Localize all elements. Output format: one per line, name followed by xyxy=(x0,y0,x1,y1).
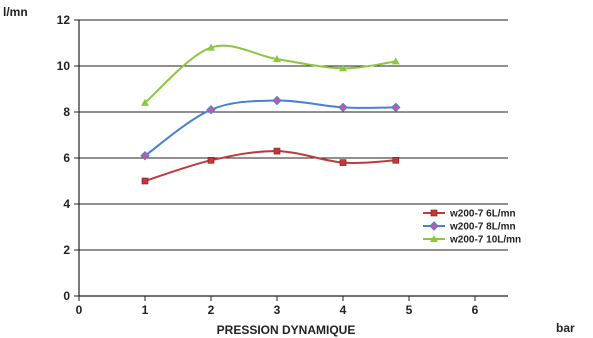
series-line-3 xyxy=(144,44,396,104)
legend-item-3: w200-7 10L/mn xyxy=(423,235,521,246)
x-tick-label-2: 2 xyxy=(208,303,215,317)
series-line-1 xyxy=(144,150,396,182)
data-point-s2-4 xyxy=(338,102,348,113)
data-point-s1-3 xyxy=(273,147,281,155)
x-tick-label-1: 1 xyxy=(142,303,149,317)
x-axis-unit: bar xyxy=(556,321,575,335)
data-point-s3-4 xyxy=(339,64,347,72)
y-tick-label-10: 10 xyxy=(57,59,71,73)
legend-label-1: w200-7 6L/mn xyxy=(449,209,516,220)
legend: w200-7 6L/mn w200-7 8L/mn w200-7 10L/mn xyxy=(423,209,521,246)
axes xyxy=(74,19,508,301)
y-tick-label-8: 8 xyxy=(63,105,70,119)
x-axis-label: PRESSION DYNAMIQUE xyxy=(217,323,356,337)
series-group xyxy=(140,43,401,185)
legend-item-1: w200-7 6L/mn xyxy=(423,209,516,220)
series-2 xyxy=(140,95,401,161)
y-tick-label-6: 6 xyxy=(63,151,70,165)
y-tick-label-12: 12 xyxy=(57,13,71,27)
series-line-2 xyxy=(144,99,396,157)
data-point-s1-2 xyxy=(207,157,215,164)
legend-label-2: w200-7 8L/mn xyxy=(449,222,516,233)
legend-marker-2 xyxy=(429,221,439,231)
data-point-s3-2 xyxy=(207,43,215,51)
data-point-s2-2 xyxy=(206,104,216,115)
x-tick-label-4: 4 xyxy=(340,303,347,317)
y-axis-label: l/mn xyxy=(3,5,28,19)
data-point-s3-1 xyxy=(141,98,149,106)
data-point-s2-1 xyxy=(140,150,150,161)
data-point-s2-5 xyxy=(391,102,401,113)
x-tick-label-6: 6 xyxy=(472,303,479,317)
grid-lines xyxy=(79,19,508,251)
legend-marker-1 xyxy=(430,209,438,217)
data-point-s1-1 xyxy=(141,177,149,185)
legend-marker-3 xyxy=(430,235,438,242)
data-point-s3-5 xyxy=(391,57,400,65)
x-tick-label-0: 0 xyxy=(76,303,83,317)
legend-label-3: w200-7 10L/mn xyxy=(449,235,521,246)
x-tick-label-5: 5 xyxy=(406,303,413,317)
data-point-s1-5 xyxy=(392,157,400,164)
y-tick-label-4: 4 xyxy=(63,197,70,211)
series-3 xyxy=(141,43,400,106)
x-tick-label-3: 3 xyxy=(274,303,281,317)
y-tick-label-2: 2 xyxy=(63,243,70,257)
series-1 xyxy=(141,147,400,185)
data-point-s2-3 xyxy=(272,95,282,106)
data-point-s1-4 xyxy=(339,159,347,166)
legend-item-2: w200-7 8L/mn xyxy=(423,221,516,233)
data-point-s3-3 xyxy=(273,55,281,63)
y-tick-label-0: 0 xyxy=(63,289,70,303)
